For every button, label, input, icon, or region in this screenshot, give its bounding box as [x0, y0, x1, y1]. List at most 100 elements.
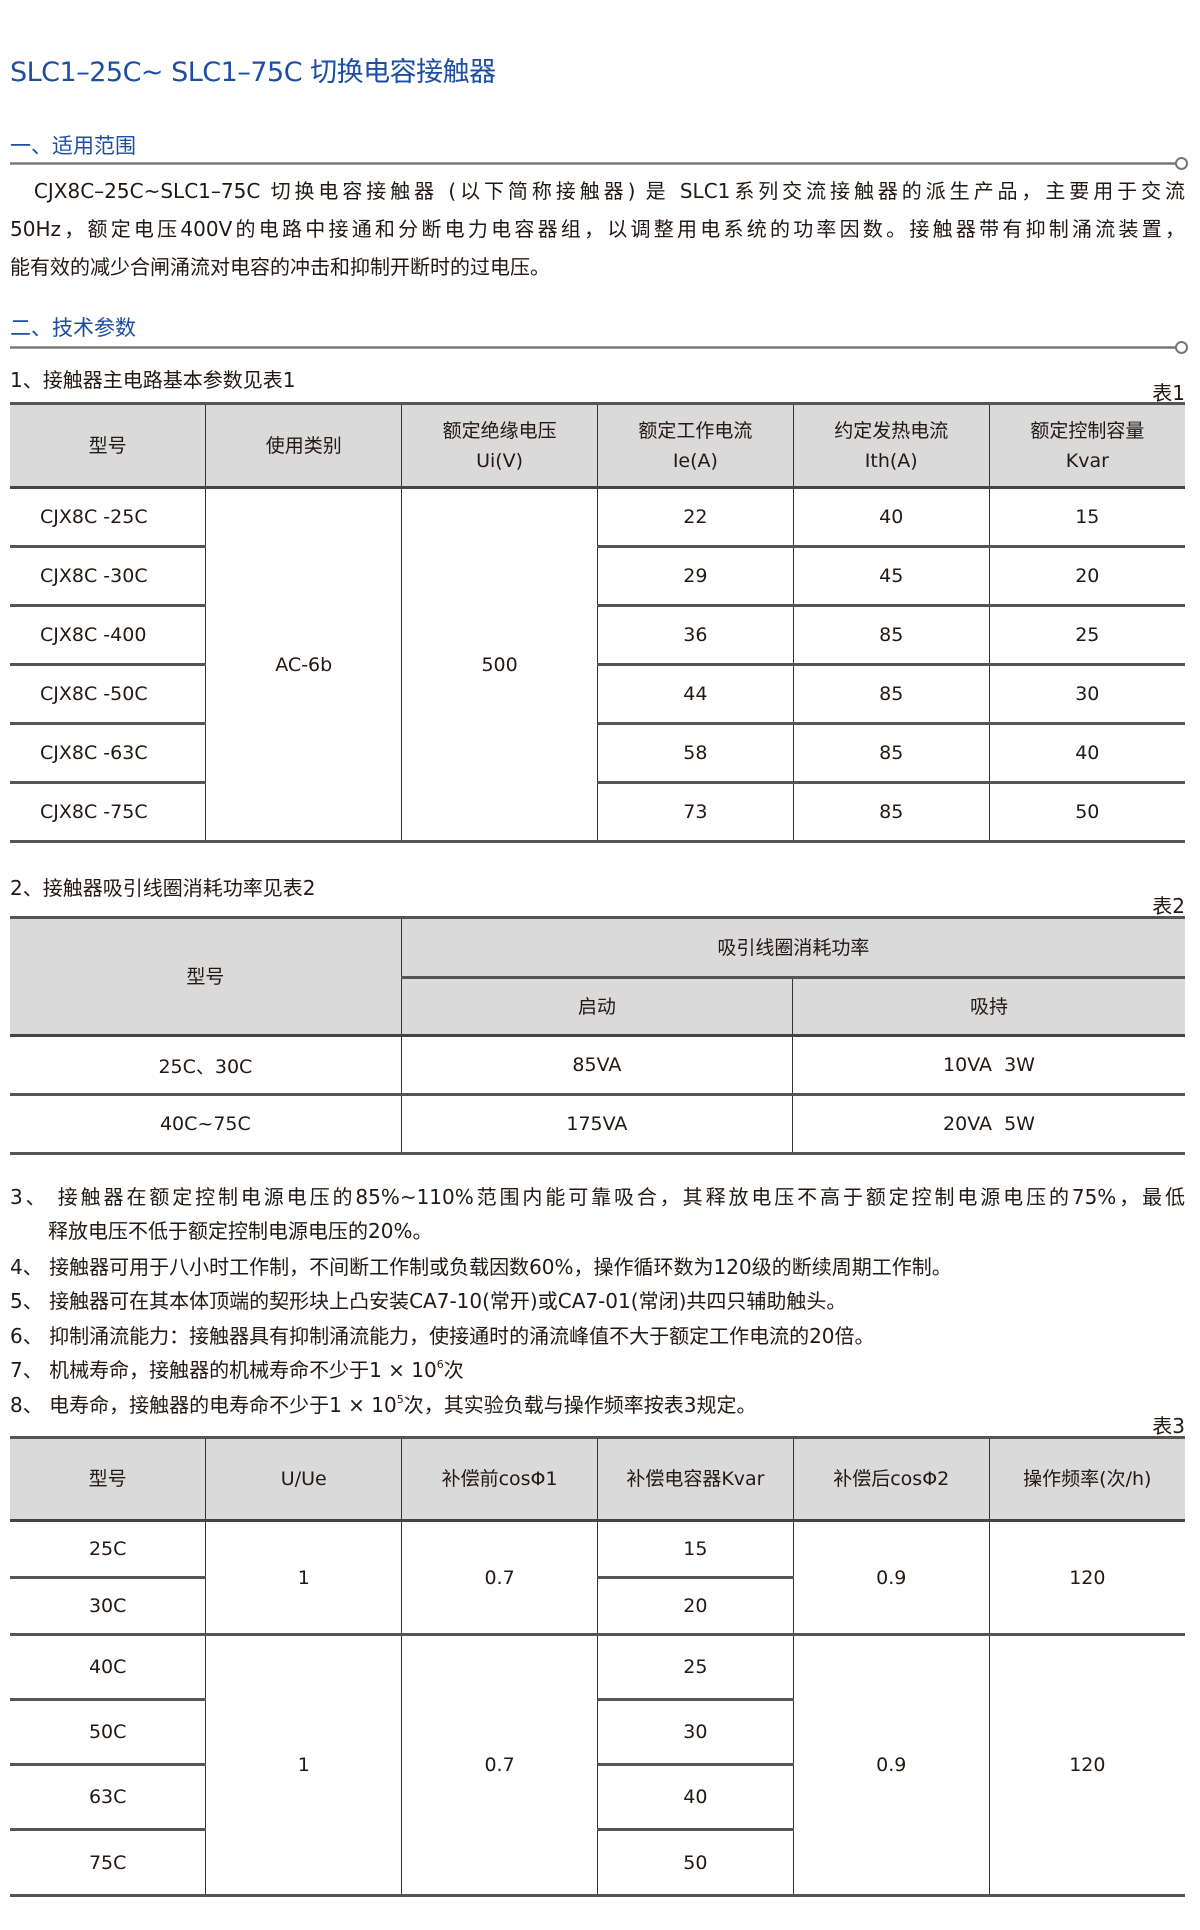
cell-kvar: 20	[596, 1577, 794, 1636]
cell-ith: 85	[792, 664, 990, 725]
cell-start: 85VA	[400, 1035, 794, 1096]
table-row: CJX8C -63C 58 85 40	[10, 723, 1185, 784]
cell-model: 40C~75C	[10, 1094, 402, 1155]
section-heading-specs: 二、技术参数	[10, 316, 136, 340]
table-row: 25C、30C 85VA 10VA 3W	[10, 1035, 1185, 1096]
divider-end-circle-icon	[1175, 341, 1188, 354]
header-hold: 吸持	[792, 977, 1185, 1037]
item-line: 释放电压不低于额定控制电源电压的20%。	[48, 1219, 433, 1243]
header-model: 型号	[10, 1436, 207, 1522]
item-text: 8、 电寿命，接触器的电寿命不少于1 × 10	[10, 1393, 397, 1417]
cell-kvar: 50	[596, 1829, 794, 1897]
cell-kvar: 20	[988, 546, 1185, 607]
cell-model: CJX8C -400	[10, 605, 207, 666]
cell-hold: 20VA 5W	[792, 1094, 1185, 1155]
table-row: 50C 30	[10, 1699, 1185, 1766]
item-line: 3、 接触器在额定控制电源电压的85%~110%范围内能可靠吸合，其释放电压不高…	[10, 1185, 1185, 1209]
cell-ie: 29	[596, 546, 794, 607]
table-row: CJX8C -50C 44 85 30	[10, 664, 1185, 725]
header-working-current: 额定工作电流 Ie(A)	[596, 402, 794, 489]
table-row: 25C 1 0.7 15 0.9 120	[10, 1520, 1185, 1636]
cell-ith: 45	[792, 546, 990, 607]
header-unit: Ui(V)	[476, 449, 524, 472]
item-text: 次	[443, 1358, 464, 1382]
cell-frequency: 120	[988, 1520, 1185, 1636]
paragraph-line: CJX8C–25C~SLC1–75C 切换电容接触器 (以下简称接触器) 是 S…	[10, 179, 1185, 203]
header-text: 额定绝缘电压	[442, 419, 557, 442]
cell-cos2: 0.9	[792, 1634, 990, 1897]
table-row: 30C 20	[10, 1577, 1185, 1636]
table1-main-circuit-params: 型号 使用类别 额定绝缘电压 Ui(V) 额定工作电流 Ie(A) 约定发热电流 It…	[10, 402, 1185, 843]
table-header-row: 型号 U/Ue 补偿前cosΦ1 补偿电容器Kvar 补偿后cosΦ2 操作频率…	[10, 1436, 1185, 1522]
header-thermal-current: 约定发热电流 Ith(A)	[792, 402, 990, 489]
table1-caption: 1、接触器主电路基本参数见表1	[10, 368, 296, 392]
cell-kvar: 50	[988, 782, 1185, 843]
table2-caption: 2、接触器吸引线圈消耗功率见表2	[10, 876, 316, 900]
scope-paragraph: CJX8C–25C~SLC1–75C 切换电容接触器 (以下简称接触器) 是 S…	[10, 172, 1185, 286]
cell-model: 50C	[10, 1699, 207, 1766]
cell-model: CJX8C -63C	[10, 723, 207, 784]
table-row: 40C 1 0.7 25 0.9 120	[10, 1634, 1185, 1897]
header-unit: Ie(A)	[672, 449, 718, 472]
cell-u-ue: 1	[205, 1634, 403, 1897]
table1-tag: 表1	[1152, 381, 1185, 405]
paragraph-line: 50Hz，额定电压400V的电路中接通和分断电力电容器组，以调整用电系统的功率因…	[10, 217, 1185, 241]
header-insulation-voltage: 额定绝缘电压 Ui(V)	[401, 402, 598, 489]
divider	[10, 162, 1178, 165]
cell-ie: 36	[596, 605, 794, 666]
cell-model: 63C	[10, 1764, 207, 1831]
table-row: CJX8C -75C 73 85 50	[10, 782, 1185, 843]
header-text: 型号	[88, 434, 127, 457]
cell-kvar: 30	[596, 1699, 794, 1766]
header-model: 型号	[10, 916, 402, 1037]
header-unit: Kvar	[1065, 449, 1109, 472]
cell-kvar: 25	[596, 1634, 794, 1701]
cell-model: CJX8C -30C	[10, 546, 207, 607]
header-text: 约定发热电流	[834, 419, 949, 442]
cell-u-ue: 1	[205, 1520, 403, 1636]
cell-kvar: 40	[988, 723, 1185, 784]
section-heading-scope: 一、适用范围	[10, 134, 136, 158]
header-kvar: 补偿电容器Kvar	[596, 1436, 794, 1522]
table-row: 63C 40	[10, 1764, 1185, 1831]
divider-end-circle-icon	[1175, 157, 1188, 170]
cell-model: 75C	[10, 1829, 207, 1897]
header-start: 启动	[401, 977, 794, 1037]
cell-model: 25C	[10, 1520, 207, 1579]
cell-cos1: 0.7	[401, 1634, 598, 1897]
item-text: 次，其实验负载与操作频率按表3规定。	[403, 1393, 757, 1417]
table-row: 75C 50	[10, 1829, 1185, 1897]
header-frequency: 操作频率(次/h)	[988, 1436, 1185, 1522]
table2-coil-power: 型号 吸引线圈消耗功率 启动 吸持 25C、30C 85VA 10VA 3W 4…	[10, 916, 1185, 1155]
cell-kvar: 15	[988, 487, 1185, 548]
header-unit: Ith(A)	[864, 449, 918, 472]
exponent: 5	[396, 1393, 404, 1406]
header-cos2: 补偿后cosΦ2	[792, 1436, 990, 1522]
cell-category: AC-6b	[205, 487, 403, 843]
header-category: 使用类别	[205, 402, 403, 489]
cell-model: 30C	[10, 1577, 207, 1636]
cell-ie: 73	[596, 782, 794, 843]
item-4: 4、 接触器可用于八小时工作制，不间断工作制或负载因数60%，操作循环数为120…	[10, 1255, 952, 1279]
exponent: 6	[436, 1358, 444, 1371]
cell-kvar: 30	[988, 664, 1185, 725]
divider	[10, 346, 1178, 349]
table-row: 40C~75C 175VA 20VA 5W	[10, 1094, 1185, 1155]
cell-cos2: 0.9	[792, 1520, 990, 1636]
header-coil-power: 吸引线圈消耗功率	[400, 916, 1185, 979]
header-control-capacity: 额定控制容量 Kvar	[988, 402, 1185, 489]
cell-kvar: 15	[596, 1520, 794, 1579]
item-6: 6、 抑制涌流能力：接触器具有抑制涌流能力，使接通时的涌流峰值不大于额定工作电流…	[10, 1324, 875, 1348]
cell-hold: 10VA 3W	[792, 1035, 1185, 1096]
header-text: 使用类别	[265, 434, 342, 457]
table3-electrical-life: 型号 U/Ue 补偿前cosΦ1 补偿电容器Kvar 补偿后cosΦ2 操作频率…	[10, 1436, 1185, 1897]
page-title: SLC1–25C~ SLC1–75C 切换电容接触器	[10, 57, 496, 88]
cell-cos1: 0.7	[401, 1520, 598, 1636]
item-8: 8、 电寿命，接触器的电寿命不少于1 × 105次，其实验负载与操作频率按表3规…	[10, 1389, 1185, 1418]
table-header-row: 型号 使用类别 额定绝缘电压 Ui(V) 额定工作电流 Ie(A) 约定发热电流 It…	[10, 402, 1185, 489]
item-text: 7、 机械寿命，接触器的机械寿命不少于1 × 10	[10, 1358, 437, 1382]
cell-frequency: 120	[988, 1634, 1185, 1897]
cell-ie: 22	[596, 487, 794, 548]
cell-ith: 85	[792, 782, 990, 843]
cell-model: CJX8C -50C	[10, 664, 207, 725]
